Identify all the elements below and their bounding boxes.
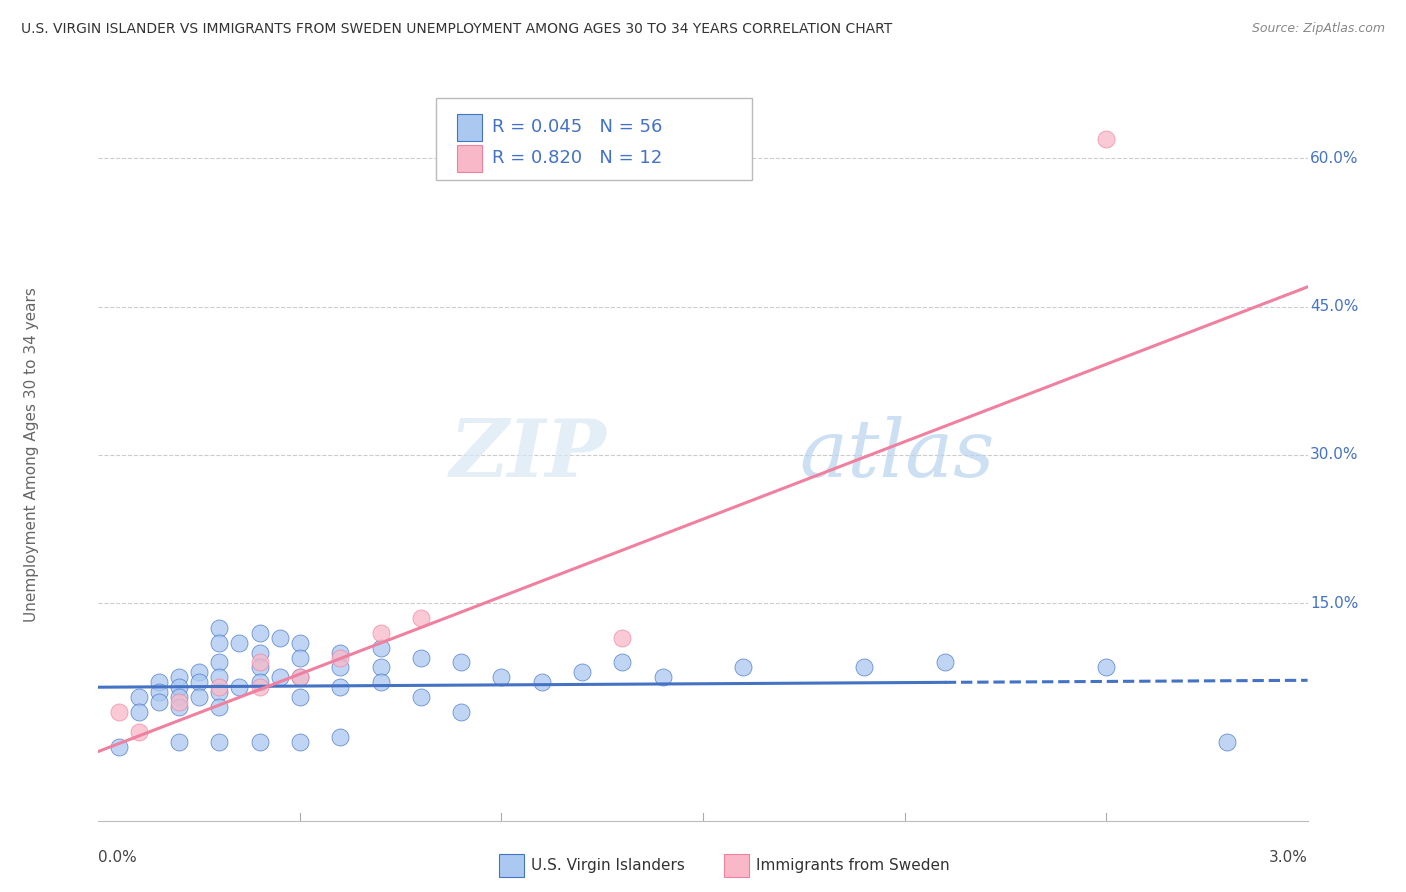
Text: atlas: atlas: [800, 417, 995, 493]
Text: Unemployment Among Ages 30 to 34 years: Unemployment Among Ages 30 to 34 years: [24, 287, 39, 623]
Point: [288, 636, 311, 650]
Point: [208, 680, 231, 694]
Point: [107, 739, 129, 754]
Point: [167, 695, 190, 709]
Point: [148, 695, 170, 709]
Point: [249, 675, 271, 690]
Point: [208, 734, 231, 748]
Text: 45.0%: 45.0%: [1310, 299, 1358, 314]
Point: [208, 636, 231, 650]
Point: [409, 611, 432, 625]
Point: [128, 705, 150, 719]
Point: [167, 700, 190, 714]
Point: [249, 646, 271, 660]
Point: [329, 660, 352, 674]
Point: [370, 640, 392, 655]
Point: [612, 656, 634, 670]
Point: [288, 670, 311, 684]
Point: [571, 665, 593, 680]
Text: 30.0%: 30.0%: [1310, 448, 1358, 462]
Point: [733, 660, 755, 674]
Point: [208, 700, 231, 714]
Point: [228, 680, 250, 694]
Point: [1095, 131, 1118, 145]
Point: [188, 675, 211, 690]
Text: R = 0.820   N = 12: R = 0.820 N = 12: [492, 149, 662, 167]
Point: [148, 685, 170, 699]
Point: [491, 670, 513, 684]
Text: U.S. Virgin Islanders: U.S. Virgin Islanders: [531, 858, 685, 872]
Point: [651, 670, 673, 684]
Point: [107, 705, 129, 719]
Point: [288, 734, 311, 748]
Point: [853, 660, 876, 674]
Point: [288, 670, 311, 684]
Point: [370, 625, 392, 640]
Point: [1095, 660, 1118, 674]
Point: [612, 631, 634, 645]
Point: [269, 631, 291, 645]
Text: ZIP: ZIP: [450, 417, 606, 493]
Text: Immigrants from Sweden: Immigrants from Sweden: [756, 858, 950, 872]
Point: [269, 670, 291, 684]
Text: Source: ZipAtlas.com: Source: ZipAtlas.com: [1251, 22, 1385, 36]
Point: [208, 656, 231, 670]
Point: [249, 625, 271, 640]
Text: 60.0%: 60.0%: [1310, 151, 1358, 166]
Point: [329, 730, 352, 744]
Point: [934, 656, 956, 670]
Point: [249, 680, 271, 694]
Text: R = 0.045   N = 56: R = 0.045 N = 56: [492, 118, 662, 136]
Point: [188, 665, 211, 680]
Point: [208, 670, 231, 684]
Point: [1216, 734, 1239, 748]
Text: 15.0%: 15.0%: [1310, 596, 1358, 611]
Point: [370, 660, 392, 674]
Point: [370, 675, 392, 690]
Text: U.S. VIRGIN ISLANDER VS IMMIGRANTS FROM SWEDEN UNEMPLOYMENT AMONG AGES 30 TO 34 : U.S. VIRGIN ISLANDER VS IMMIGRANTS FROM …: [21, 22, 893, 37]
Point: [188, 690, 211, 704]
Point: [249, 734, 271, 748]
Point: [329, 650, 352, 665]
Point: [329, 646, 352, 660]
Text: 0.0%: 0.0%: [98, 850, 138, 865]
Point: [208, 621, 231, 635]
Point: [288, 650, 311, 665]
Point: [148, 675, 170, 690]
Point: [249, 660, 271, 674]
Point: [208, 685, 231, 699]
Point: [167, 734, 190, 748]
Point: [450, 705, 472, 719]
Point: [409, 650, 432, 665]
Point: [167, 690, 190, 704]
Point: [167, 680, 190, 694]
Point: [329, 680, 352, 694]
Point: [228, 636, 250, 650]
Point: [288, 690, 311, 704]
Text: 3.0%: 3.0%: [1268, 850, 1308, 865]
Point: [249, 656, 271, 670]
Point: [128, 724, 150, 739]
Point: [530, 675, 553, 690]
Point: [167, 670, 190, 684]
Point: [128, 690, 150, 704]
Point: [450, 656, 472, 670]
Point: [409, 690, 432, 704]
